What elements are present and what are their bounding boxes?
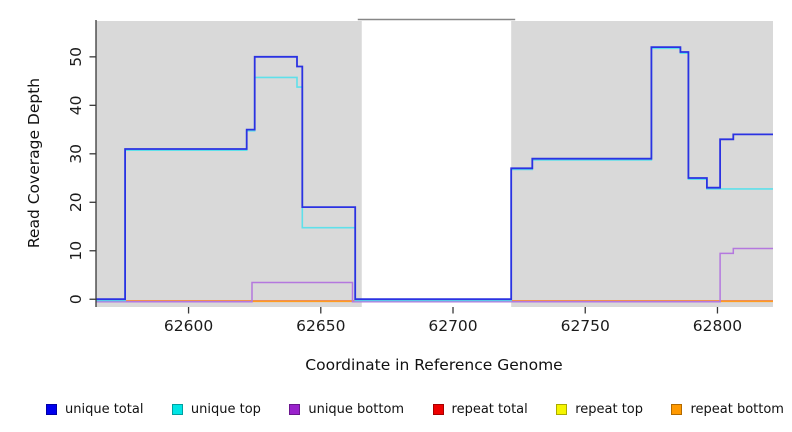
series-line-unique-bottom (96, 247, 773, 303)
x-tick-label: 62600 (164, 317, 213, 335)
legend-swatch-repeat-bottom (671, 403, 683, 415)
legend-item-repeat-bottom: repeat bottom (671, 402, 784, 417)
legend-label: unique top (190, 401, 261, 417)
y-tick-label: 30 (67, 144, 85, 164)
legend-item-repeat-total: repeat total (432, 401, 528, 417)
shaded-region-0 (96, 21, 362, 307)
legend-swatch-repeat-top (556, 403, 568, 415)
y-tick-label: 10 (67, 241, 85, 261)
coverage-chart-canvas: 0 10 20 30 40 50 62600 62650 62700 62750 62800 (67, 18, 773, 335)
y-tick-label: 0 (67, 294, 85, 304)
legend-item-unique-total: unique total (46, 402, 143, 417)
legend-swatch-repeat-total (432, 403, 444, 415)
legend-item-repeat-top: repeat top (556, 402, 643, 417)
x-axis-title: Coordinate in Reference Genome (305, 356, 563, 374)
legend-label: repeat total (451, 401, 528, 417)
legend-item-unique-top: unique top (171, 401, 261, 417)
chart-legend: unique total unique top unique bottom repea… (46, 398, 784, 420)
legend-swatch-unique-top (171, 403, 183, 415)
legend-label: unique bottom (308, 401, 405, 417)
legend-label: unique total (65, 401, 144, 417)
legend-swatch-unique-total (46, 403, 57, 415)
legend-swatch-unique-bottom (289, 403, 301, 415)
y-tick-label: 20 (67, 192, 85, 212)
legend-label: repeat bottom (690, 401, 784, 417)
x-tick-label: 62800 (693, 317, 742, 335)
x-tick-label: 62650 (296, 317, 345, 335)
legend-item-unique-bottom: unique bottom (289, 402, 404, 417)
x-tick-label: 62700 (428, 317, 477, 335)
series-line-unique-total (96, 46, 773, 301)
x-tick-label: 62750 (561, 317, 610, 335)
series-line-unique-top (96, 47, 773, 302)
y-axis-title: Read Coverage Depth (25, 77, 43, 249)
shaded-region-1 (511, 21, 773, 307)
y-tick-label: 40 (67, 95, 85, 115)
legend-label: repeat top (575, 401, 643, 417)
y-tick-label: 50 (67, 47, 85, 67)
